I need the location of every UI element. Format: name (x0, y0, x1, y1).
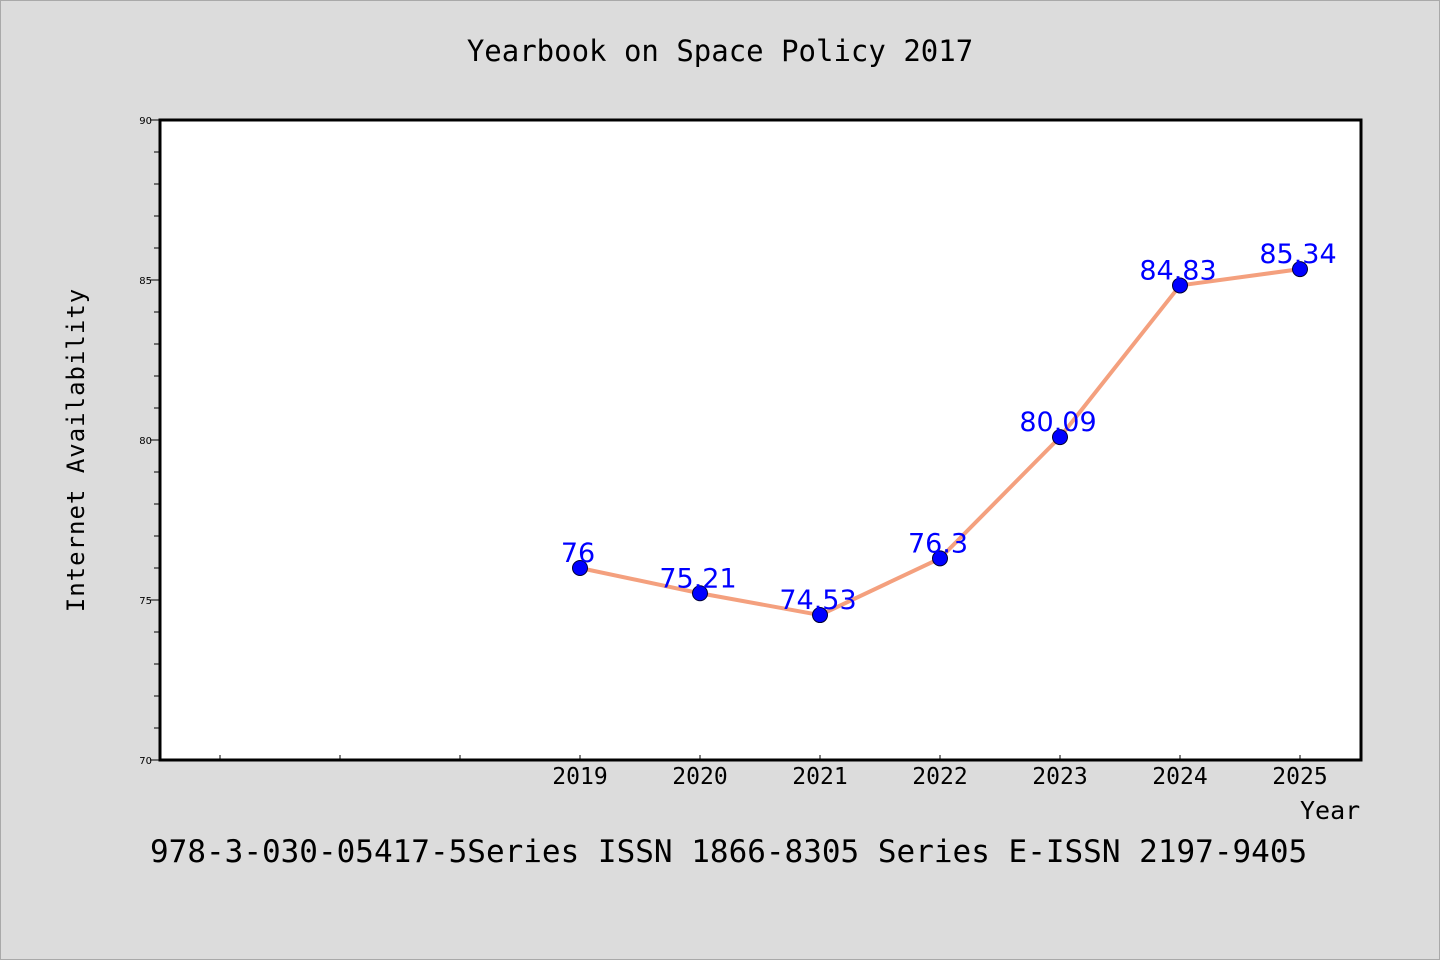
data-point (692, 585, 708, 602)
data-label: 75.21 (659, 563, 736, 594)
series-group: 76 75.21 74.53 76.3 80.09 84.83 85.34 (561, 239, 1337, 624)
y-tick-label: 75 (139, 596, 152, 607)
data-point (1292, 261, 1308, 278)
x-axis-title: Year (1300, 796, 1361, 825)
x-tick-label: 2024 (1152, 764, 1207, 790)
x-tick-label: 2020 (672, 764, 727, 790)
x-tick-label: 2023 (1032, 764, 1087, 790)
y-tick-label: 70 (139, 756, 152, 767)
data-label: 76.3 (908, 528, 968, 559)
y-axis-title: Internet Availability (62, 287, 90, 613)
x-tick-label: 2022 (912, 764, 967, 790)
data-point (572, 560, 588, 576)
data-point (932, 550, 948, 567)
y-tick-label: 80 (139, 436, 152, 447)
data-label: 85.34 (1259, 239, 1336, 270)
x-axis: 2019 2020 2021 2022 2023 2024 2025 (219, 755, 1328, 790)
data-label: 84.83 (1139, 255, 1216, 286)
chart-title: Yearbook on Space Policy 2017 (466, 34, 974, 68)
y-axis: 70 75 80 85 90 (139, 116, 160, 767)
data-point (1172, 277, 1188, 294)
plot-area (158, 118, 1363, 762)
y-tick-label: 90 (139, 116, 152, 127)
x-tick-label: 2019 (552, 764, 607, 790)
data-label: 74.53 (779, 585, 856, 616)
y-tick-label: 85 (139, 276, 152, 287)
x-tick-label: 2021 (792, 764, 847, 790)
data-label: 80.09 (1019, 407, 1096, 438)
data-point (1052, 429, 1068, 446)
footer-isbn-text: 978-3-030-05417-5Series ISSN 1866-8305 S… (150, 834, 1308, 870)
data-label: 76 (561, 538, 595, 569)
data-point (812, 607, 828, 624)
x-tick-label: 2025 (1272, 764, 1327, 790)
